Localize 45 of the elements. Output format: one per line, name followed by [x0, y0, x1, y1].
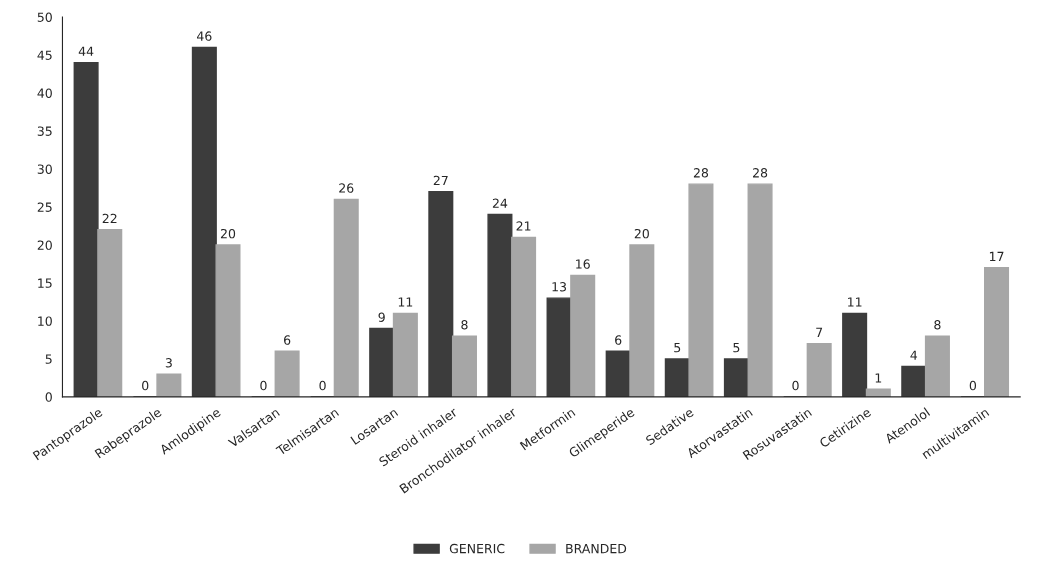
y-tick-label: 30 [37, 164, 52, 174]
data-label: 28 [753, 168, 768, 178]
data-label: 17 [989, 251, 1004, 261]
data-label: 16 [576, 259, 590, 269]
data-label: 24 [492, 198, 508, 208]
y-tick-label: 25 [37, 202, 52, 212]
data-label: 8 [934, 320, 941, 330]
y-tick-label: 10 [38, 316, 52, 326]
y-tick-label: 40 [37, 88, 52, 98]
data-label: 8 [461, 320, 468, 330]
data-label: 3 [165, 358, 172, 368]
data-label: 46 [197, 31, 212, 41]
data-label: 0 [319, 380, 326, 391]
y-tick-label: 50 [37, 12, 52, 22]
data-label: 6 [284, 335, 291, 345]
data-label: 44 [78, 46, 94, 56]
legend-label: GENERIC [449, 543, 505, 554]
data-label: 26 [339, 183, 354, 193]
legend-label: BRANDED [566, 544, 627, 554]
y-tick-label: 45 [37, 50, 52, 60]
data-label: 5 [674, 343, 681, 353]
y-tick-label: 20 [37, 240, 52, 250]
data-label: 20 [634, 228, 649, 239]
data-label: 4 [910, 350, 918, 360]
data-label: 20 [220, 228, 236, 239]
data-label: 9 [378, 312, 385, 322]
data-label: 21 [516, 221, 531, 231]
data-label: 0 [142, 380, 149, 391]
data-label: 1 [875, 373, 882, 383]
data-label: 0 [792, 380, 799, 391]
data-label: 11 [398, 297, 413, 307]
data-label: 0 [260, 380, 267, 391]
y-tick-label: 15 [38, 278, 52, 288]
y-tick-label: 5 [45, 354, 52, 364]
data-label: 5 [733, 343, 740, 353]
data-label: 27 [433, 175, 448, 185]
data-label: 0 [969, 380, 977, 391]
data-label: 11 [848, 297, 862, 307]
data-label: 13 [552, 282, 567, 292]
data-label: 28 [693, 168, 709, 178]
data-label: 22 [102, 213, 117, 223]
y-tick-label: 0 [45, 392, 52, 402]
data-label: 6 [615, 335, 622, 345]
data-label: 7 [816, 327, 823, 337]
y-tick-label: 35 [37, 126, 52, 136]
